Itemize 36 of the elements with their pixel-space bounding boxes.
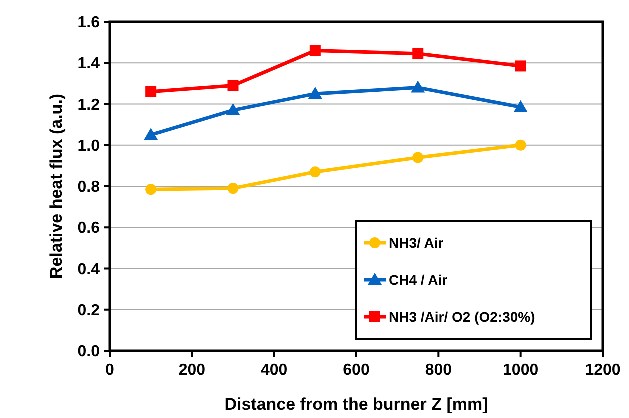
x-tick-label: 600	[343, 362, 370, 379]
point	[228, 183, 239, 194]
y-tick-label: 0.6	[78, 220, 100, 238]
legend-label: NH3 /Air/ O2 (O2:30%)	[389, 308, 536, 325]
x-tick-label: 800	[425, 362, 452, 379]
y-tick-label: 1.2	[78, 96, 100, 114]
point	[308, 86, 322, 99]
x-axis-title: Distance from the burner Z [mm]	[224, 395, 488, 414]
y-tick-label: 1.6	[78, 14, 100, 32]
point	[515, 60, 526, 72]
x-tick-label: 1000	[503, 362, 539, 379]
point	[515, 140, 526, 151]
y-tick-label: 0.2	[78, 302, 100, 320]
legend-label: CH4 / Air	[389, 272, 448, 288]
legend-label: NH3/ Air	[389, 234, 444, 251]
point	[514, 100, 528, 112]
x-tick-label: 1200	[585, 362, 621, 379]
point	[412, 152, 424, 164]
y-tick-label: 1.0	[78, 138, 100, 155]
y-axis-title: Relative heat flux (a.u.)	[47, 94, 66, 280]
y-tick-label: 0.0	[78, 344, 100, 361]
y-tick-label: 0.8	[78, 179, 100, 196]
point	[310, 166, 321, 178]
x-tick-label: 200	[178, 362, 206, 379]
point	[310, 45, 321, 56]
point	[146, 86, 157, 98]
point	[226, 103, 240, 116]
x-tick-label: 400	[260, 362, 288, 379]
point	[412, 48, 424, 60]
y-tick-label: 0.4	[78, 261, 100, 278]
point	[144, 128, 158, 140]
point	[228, 80, 239, 92]
point	[146, 184, 157, 196]
x-tick-label: 0	[106, 362, 115, 379]
point	[411, 80, 426, 93]
y-tick-label: 1.4	[78, 56, 100, 73]
